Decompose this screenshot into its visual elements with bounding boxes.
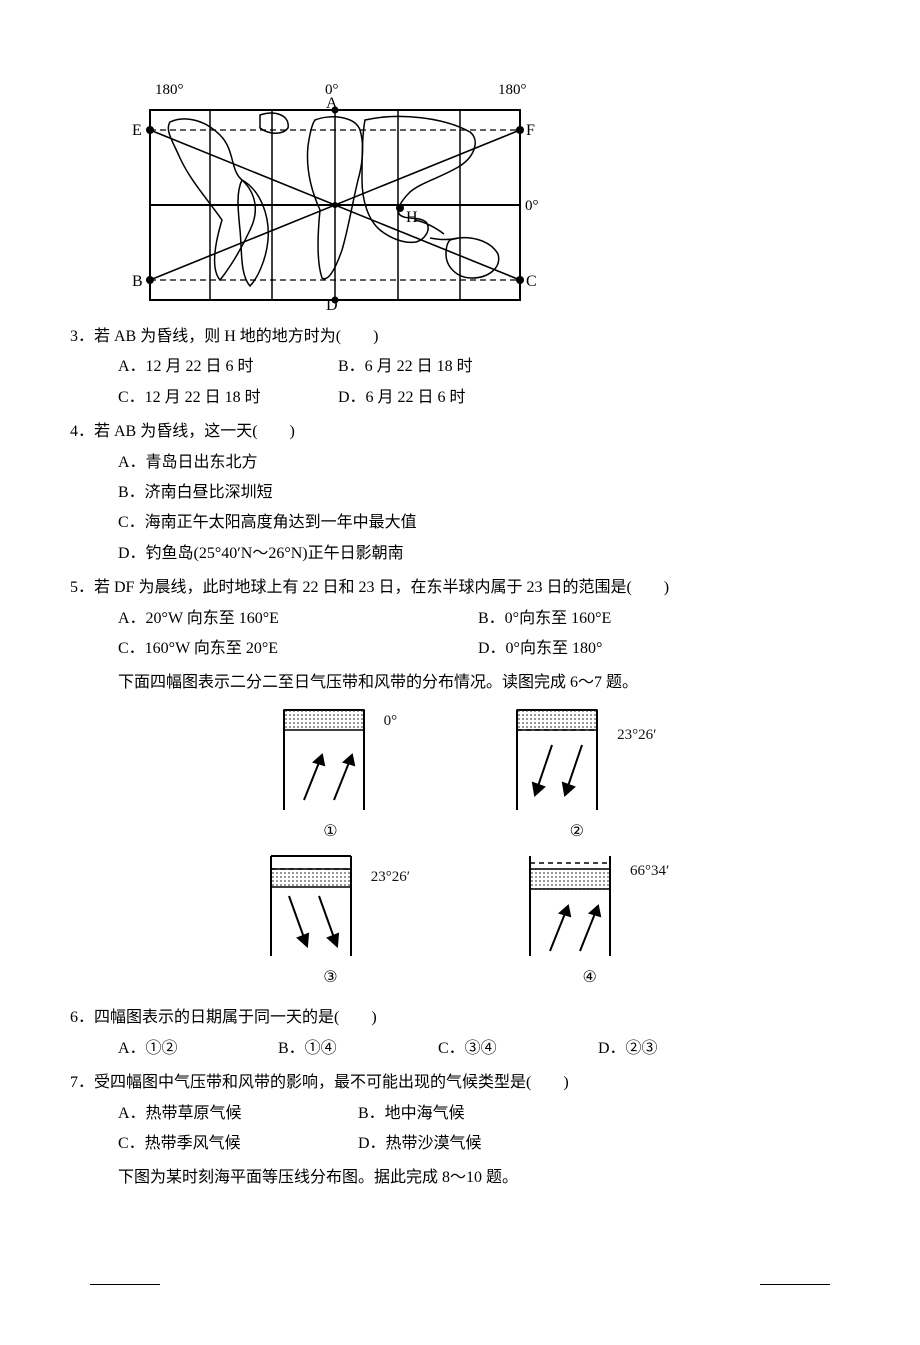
map-svg: 180° 0° 180° 0° E F B C A D: [110, 80, 540, 310]
panel3-num: ③: [323, 963, 337, 993]
q6-opt-b: B．①④: [278, 1034, 438, 1064]
q6-opt-c: C．③④: [438, 1034, 598, 1064]
question-7: 7．受四幅图中气压带和风带的影响，最不可能出现的气候类型是( ) A．热带草原气…: [70, 1068, 850, 1159]
map-lon-180w: 180°: [155, 82, 184, 98]
intro-8-10-text: 下图为某时刻海平面等压线分布图。据此完成 8～10 题。: [118, 1169, 518, 1186]
q4-opt-a: A．青岛日出东北方: [118, 448, 850, 478]
q3-opt-b: B．6 月 22 日 18 时: [338, 352, 618, 382]
svg-text:D: D: [326, 297, 338, 310]
pressure-panels: 0° ①: [70, 705, 850, 994]
panel-1: 0° ①: [264, 705, 398, 847]
question-3: 3．若 AB 为昏线，则 H 地的地方时为( ) A．12 月 22 日 6 时…: [70, 322, 850, 413]
q3-opt-d: D．6 月 22 日 6 时: [338, 383, 618, 413]
intro-6-7: 下面四幅图表示二分二至日气压带和风带的分布情况。读图完成 6～7 题。: [118, 668, 850, 698]
question-5: 5．若 DF 为晨线，此时地球上有 22 日和 23 日，在东半球内属于 23 …: [70, 573, 850, 664]
q7-opt-b: B．地中海气候: [358, 1099, 638, 1129]
question-6: 6．四幅图表示的日期属于同一天的是( ) A．①② B．①④ C．③④ D．②③: [70, 1003, 850, 1064]
panel2-lat: 23°26′: [617, 721, 656, 750]
panel1-lat: 0°: [384, 707, 398, 736]
panel2-num: ②: [570, 817, 584, 847]
q4-opt-b: B．济南白昼比深圳短: [118, 478, 850, 508]
q6-opt-d: D．②③: [598, 1034, 758, 1064]
q6-opt-a: A．①②: [118, 1034, 278, 1064]
map-lat-0: 0°: [525, 198, 539, 214]
q7-stem: 7．受四幅图中气压带和风带的影响，最不可能出现的气候类型是( ): [70, 1068, 850, 1098]
q3-opt-a: A．12 月 22 日 6 时: [118, 352, 338, 382]
q3-stem: 3．若 AB 为昏线，则 H 地的地方时为( ): [70, 322, 850, 352]
q6-stem: 6．四幅图表示的日期属于同一天的是( ): [70, 1003, 850, 1033]
panel3-lat: 23°26′: [371, 863, 410, 892]
panel1-num: ①: [323, 817, 337, 847]
svg-text:A: A: [326, 95, 338, 112]
q5-opt-b: B．0°向东至 160°E: [478, 604, 611, 634]
q4-stem: 4．若 AB 为昏线，这一天( ): [70, 417, 850, 447]
panel-3: 23°26′ ③: [251, 851, 410, 993]
panel-4: 66°34′ ④: [510, 851, 669, 993]
q5-opt-a: A．20°W 向东至 160°E: [118, 604, 478, 634]
svg-text:B: B: [132, 273, 143, 290]
q4-opt-c: C．海南正午太阳高度角达到一年中最大值: [118, 508, 850, 538]
panel4-num: ④: [582, 963, 596, 993]
q5-stem: 5．若 DF 为晨线，此时地球上有 22 日和 23 日，在东半球内属于 23 …: [70, 573, 850, 603]
q5-opt-d: D．0°向东至 180°: [478, 634, 602, 664]
map-lon-180e: 180°: [498, 82, 527, 98]
svg-text:F: F: [526, 122, 535, 139]
world-map-figure: 180° 0° 180° 0° E F B C A D: [110, 80, 850, 310]
q7-opt-d: D．热带沙漠气候: [358, 1129, 638, 1159]
panel-2: 23°26′ ②: [497, 705, 656, 847]
q5-opt-c: C．160°W 向东至 20°E: [118, 634, 478, 664]
question-4: 4．若 AB 为昏线，这一天( ) A．青岛日出东北方 B．济南白昼比深圳短 C…: [70, 417, 850, 569]
q7-opt-a: A．热带草原气候: [118, 1099, 358, 1129]
svg-text:C: C: [526, 273, 537, 290]
q4-opt-d: D．钓鱼岛(25°40′N～26°N)正午日影朝南: [118, 539, 850, 569]
q7-opt-c: C．热带季风气候: [118, 1129, 358, 1159]
q3-opt-c: C．12 月 22 日 18 时: [118, 383, 338, 413]
intro-8-10: 下图为某时刻海平面等压线分布图。据此完成 8～10 题。: [118, 1163, 850, 1193]
svg-text:E: E: [132, 122, 142, 139]
svg-text:H: H: [406, 209, 418, 226]
footer-rule: [70, 1284, 850, 1285]
panel4-lat: 66°34′: [630, 857, 669, 886]
